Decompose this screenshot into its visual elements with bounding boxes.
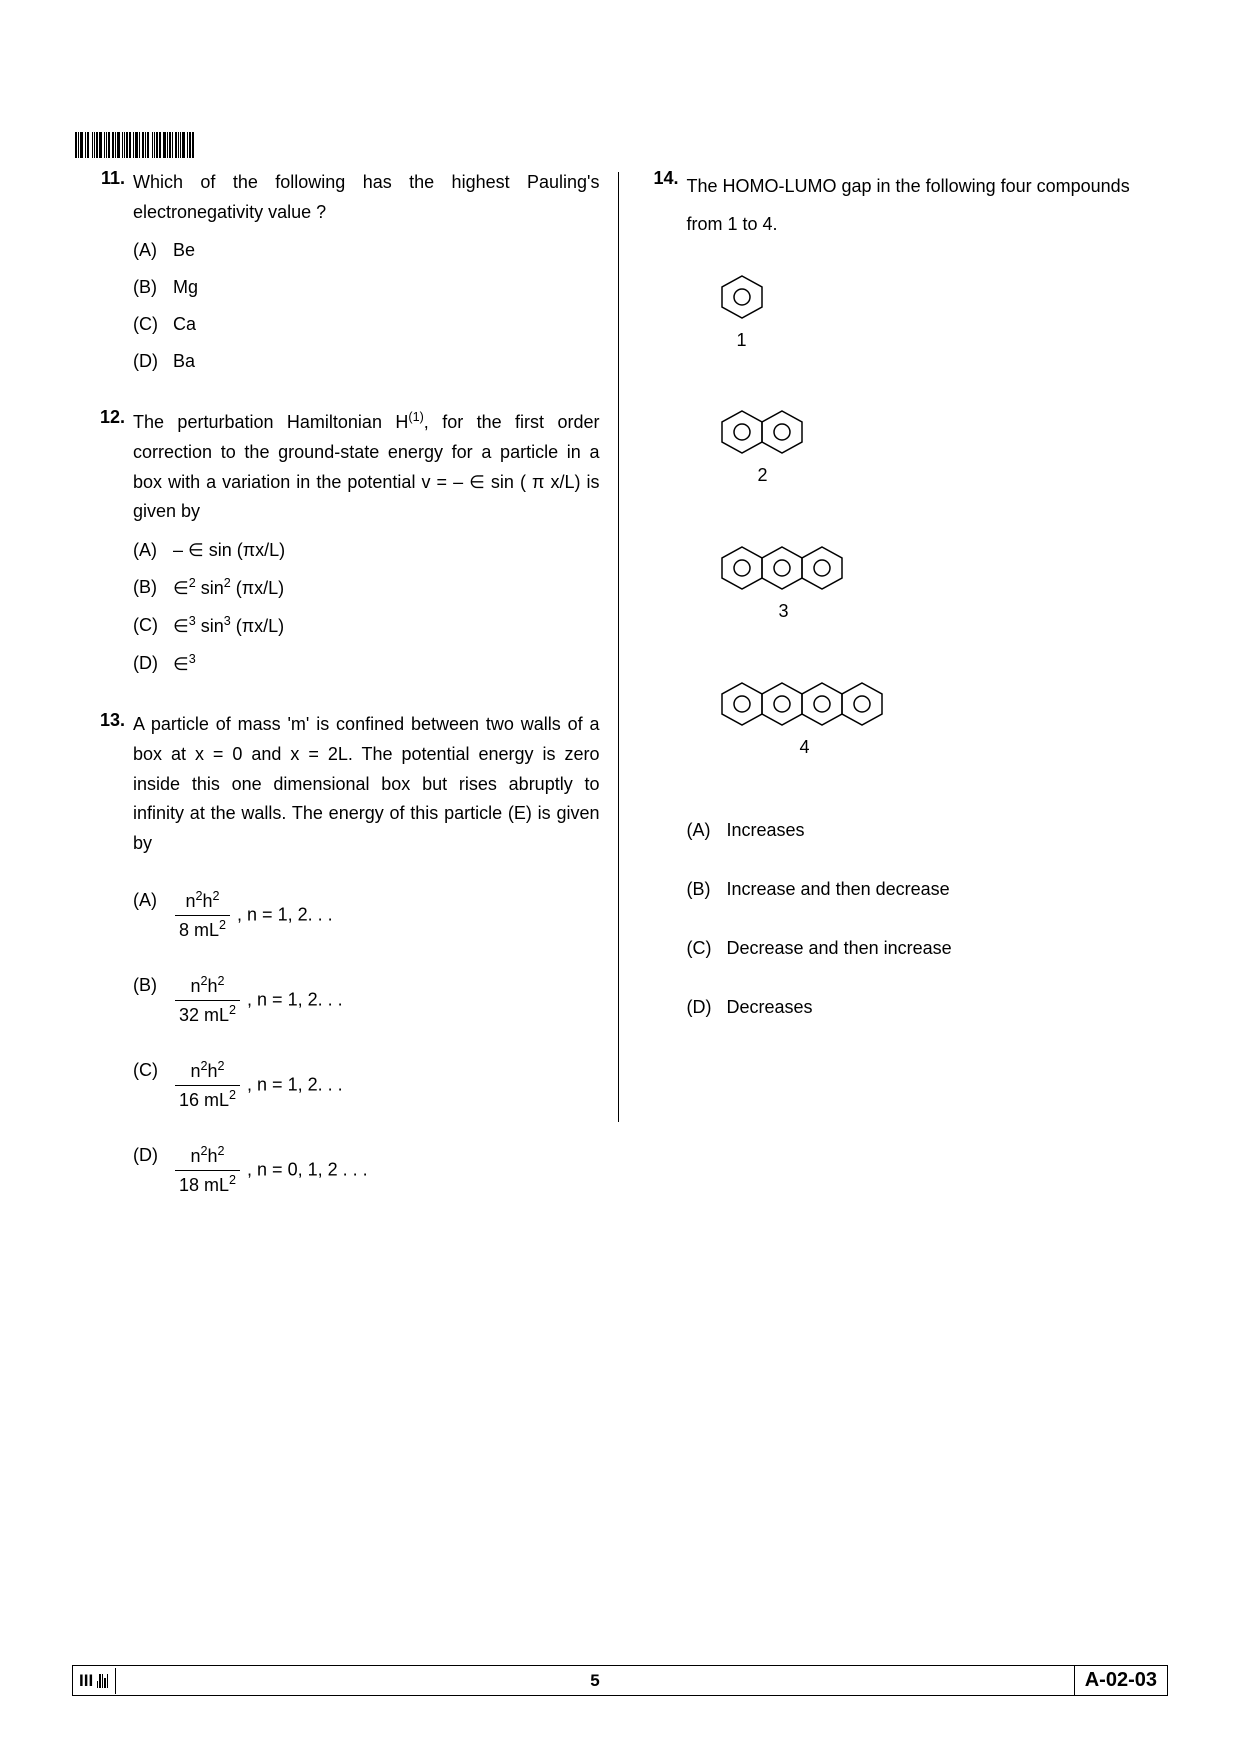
- question-12: 12. The perturbation Hamiltonian H(1), f…: [87, 407, 600, 688]
- option-c: (C)∈3 sin3 (πx/L): [133, 612, 600, 640]
- option-text: Decrease and then increase: [727, 935, 952, 962]
- tetracene-icon: [717, 681, 893, 727]
- option-label: (A): [133, 537, 173, 564]
- option-label: (B): [133, 274, 173, 301]
- compound-label: 3: [717, 593, 851, 631]
- question-text: A particle of mass 'm' is confined betwe…: [133, 714, 600, 853]
- option-c: (C)Decrease and then increase: [687, 935, 1154, 962]
- option-label: (A): [687, 817, 727, 844]
- question-13: 13. A particle of mass 'm' is confined b…: [87, 710, 600, 1226]
- option-text: – ∈ sin (πx/L): [173, 537, 285, 564]
- option-c: (C)Ca: [133, 311, 600, 338]
- option-d: (D)Decreases: [687, 994, 1154, 1021]
- option-text: Mg: [173, 274, 198, 301]
- compound-2: 2: [717, 409, 1154, 495]
- option-text: n2h232 mL2 , n = 1, 2. . .: [173, 972, 343, 1029]
- mini-barcode-icon: [97, 1674, 109, 1688]
- option-text: n2h216 mL2 , n = 1, 2. . .: [173, 1057, 343, 1114]
- option-b: (B)Mg: [133, 274, 600, 301]
- option-d: (D)Ba: [133, 348, 600, 375]
- option-label: (A): [133, 887, 173, 944]
- option-b: (B) n2h232 mL2 , n = 1, 2. . .: [133, 972, 600, 1029]
- option-label: (C): [133, 311, 173, 338]
- barcode: [75, 130, 195, 158]
- footer-paper-code: A-02-03: [1074, 1666, 1167, 1695]
- option-label: (D): [133, 348, 173, 375]
- option-text: Ca: [173, 311, 196, 338]
- compound-label: 2: [717, 457, 809, 495]
- benzene-icon: [717, 274, 767, 320]
- option-d: (D) n2h218 mL2 , n = 0, 1, 2 . . .: [133, 1142, 600, 1199]
- option-d: (D)∈3: [133, 650, 600, 678]
- option-b: (B)Increase and then decrease: [687, 876, 1154, 903]
- option-c: (C) n2h216 mL2 , n = 1, 2. . .: [133, 1057, 600, 1114]
- option-text: ∈3: [173, 650, 196, 678]
- option-text: Ba: [173, 348, 195, 375]
- option-text: Increases: [727, 817, 805, 844]
- question-number: 13.: [87, 710, 133, 1226]
- question-text: The perturbation Hamiltonian H(1), for t…: [133, 412, 600, 521]
- option-label: (C): [687, 935, 727, 962]
- compound-diagrams: 1 2: [717, 274, 1154, 767]
- question-14: 14. The HOMO-LUMO gap in the following f…: [641, 168, 1154, 1053]
- column-left: 11. Which of the following has the highe…: [75, 168, 618, 1108]
- option-b: (B)∈2 sin2 (πx/L): [133, 574, 600, 602]
- option-label: (B): [133, 972, 173, 1029]
- option-label: (C): [133, 612, 173, 640]
- compound-3: 3: [717, 545, 1154, 631]
- option-a: (A)– ∈ sin (πx/L): [133, 537, 600, 564]
- option-label: (C): [133, 1057, 173, 1114]
- column-right: 14. The HOMO-LUMO gap in the following f…: [619, 168, 1166, 1108]
- option-a: (A) n2h28 mL2 , n = 1, 2. . .: [133, 887, 600, 944]
- option-text: n2h28 mL2 , n = 1, 2. . .: [173, 887, 333, 944]
- question-text: Which of the following has the highest P…: [133, 172, 600, 222]
- question-number: 11.: [87, 168, 133, 385]
- compound-1: 1: [717, 274, 1154, 360]
- question-text: The HOMO-LUMO gap in the following four …: [687, 176, 1130, 234]
- option-text: Be: [173, 237, 195, 264]
- option-label: (D): [687, 994, 727, 1021]
- compound-4: 4: [717, 681, 1154, 767]
- anthracene-icon: [717, 545, 851, 591]
- option-a: (A)Increases: [687, 817, 1154, 844]
- naphthalene-icon: [717, 409, 809, 455]
- option-text: Increase and then decrease: [727, 876, 950, 903]
- footer-left: III: [73, 1668, 116, 1694]
- option-label: (D): [133, 1142, 173, 1199]
- compound-label: 4: [717, 729, 893, 767]
- option-label: (A): [133, 237, 173, 264]
- compound-label: 1: [717, 322, 767, 360]
- option-label: (D): [133, 650, 173, 678]
- footer-page-number: 5: [590, 1671, 599, 1691]
- option-label: (B): [687, 876, 727, 903]
- option-text: n2h218 mL2 , n = 0, 1, 2 . . .: [173, 1142, 368, 1199]
- question-number: 12.: [87, 407, 133, 688]
- option-a: (A)Be: [133, 237, 600, 264]
- question-11: 11. Which of the following has the highe…: [87, 168, 600, 385]
- option-text: Decreases: [727, 994, 813, 1021]
- option-label: (B): [133, 574, 173, 602]
- option-text: ∈3 sin3 (πx/L): [173, 612, 284, 640]
- question-number: 14.: [641, 168, 687, 1053]
- page-footer: III 5 A-02-03: [72, 1665, 1168, 1696]
- option-text: ∈2 sin2 (πx/L): [173, 574, 284, 602]
